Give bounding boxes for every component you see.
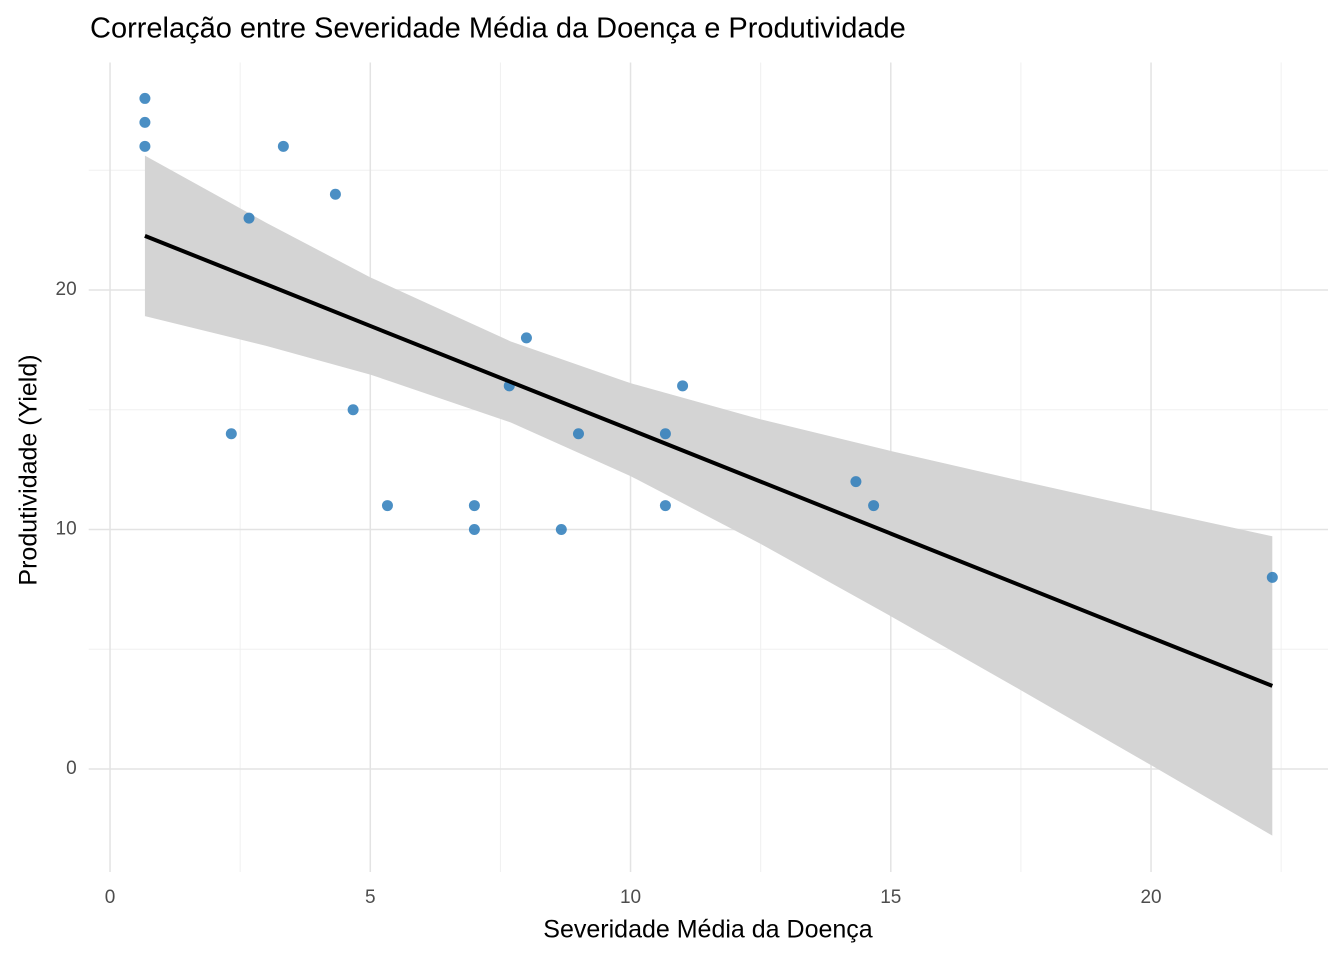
fit-line (144, 234, 1274, 688)
point (659, 428, 671, 440)
x-axis-title: Severidade Média da Doença (543, 916, 872, 944)
y-tick-label: 20 (56, 279, 77, 300)
x-tick-label: 5 (365, 887, 376, 908)
point (659, 500, 671, 512)
point (329, 188, 341, 200)
y-tick-label: 10 (56, 519, 77, 540)
point (555, 524, 567, 536)
point (347, 404, 359, 416)
point (381, 500, 393, 512)
point (277, 140, 289, 152)
point (850, 476, 862, 488)
point (139, 92, 151, 104)
point (868, 500, 880, 512)
point (1266, 571, 1278, 583)
confidence-band (144, 155, 1273, 836)
x-tick-label: 20 (1140, 887, 1161, 908)
y-axis-title: Produtividade (Yield) (15, 354, 43, 585)
y-tick-label: 0 (66, 758, 77, 779)
chart-title: Correlação entre Severidade Média da Doe… (90, 13, 906, 45)
point (468, 500, 480, 512)
point (572, 428, 584, 440)
point (468, 524, 480, 536)
point (139, 140, 151, 152)
point (243, 212, 255, 224)
point (139, 116, 151, 128)
x-tick-label: 15 (880, 887, 901, 908)
x-tick-label: 10 (620, 887, 641, 908)
point (677, 380, 689, 392)
x-tick-label: 0 (105, 887, 116, 908)
point (520, 332, 532, 344)
point (225, 428, 237, 440)
